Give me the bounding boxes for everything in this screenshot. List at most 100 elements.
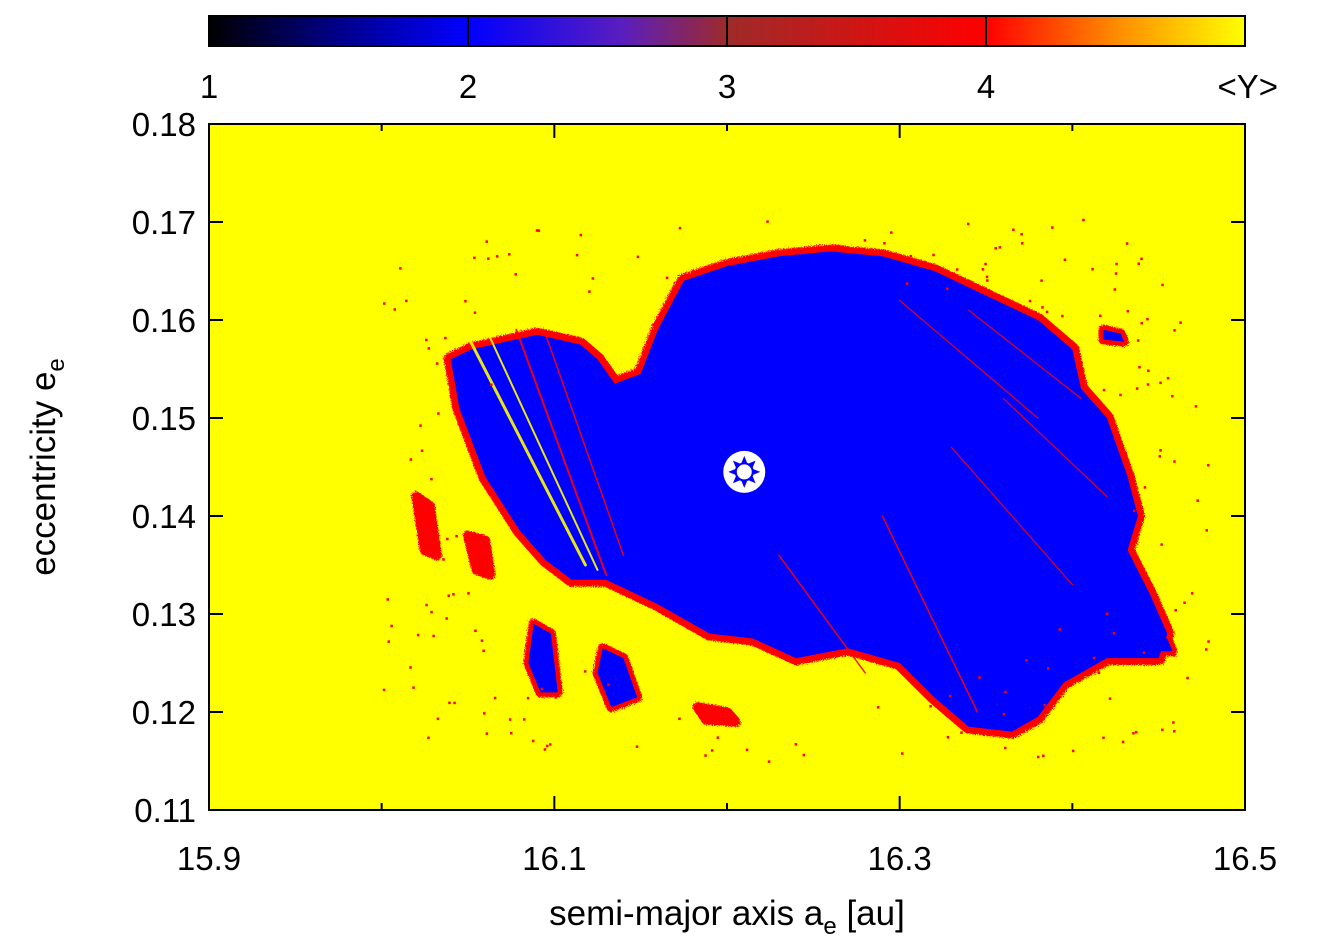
chaotic-speckle — [984, 262, 987, 266]
chaotic-speckle — [387, 640, 390, 643]
chaotic-speckle — [1205, 529, 1208, 532]
chaotic-speckle — [766, 220, 769, 223]
x-tick-label: 16.5 — [1213, 840, 1277, 877]
chaotic-speckle — [1207, 464, 1210, 467]
stability-island-core — [450, 251, 1173, 732]
chaotic-speckle — [1140, 257, 1143, 261]
chaotic-speckle — [1051, 226, 1054, 229]
chaotic-speckle — [467, 592, 470, 595]
chaotic-speckle — [1121, 740, 1125, 744]
chaotic-speckle — [549, 743, 552, 746]
chaotic-speckle — [583, 670, 587, 673]
chaotic-speckle — [946, 736, 950, 739]
chaotic-speckle — [514, 273, 517, 276]
chaotic-speckle — [1161, 728, 1164, 732]
chaotic-speckle — [1123, 660, 1126, 664]
chaotic-speckle — [1135, 730, 1138, 734]
chaotic-speckle — [1043, 703, 1046, 707]
chaotic-speckle — [767, 760, 771, 763]
marker-ray — [732, 460, 741, 469]
chaotic-speckle — [986, 279, 989, 282]
colorbar-tick-label: 4 — [977, 68, 995, 105]
chaotic-speckle — [575, 253, 579, 257]
chaotic-speckle — [409, 458, 413, 461]
y-axis-ticks: 0.11 0.12 0.13 0.14 0.15 0.16 0.17 0.18 — [132, 106, 1245, 829]
chaotic-speckle — [1114, 272, 1118, 275]
chaotic-speckle — [1004, 746, 1007, 750]
chaotic-speckle — [531, 739, 535, 743]
chaotic-speckle — [1142, 651, 1146, 654]
island-core-main — [450, 251, 1168, 732]
x-tick-label: 15.9 — [177, 840, 241, 877]
chaotic-speckle — [427, 736, 430, 740]
chaotic-speckle — [1071, 749, 1075, 753]
chaotic-speckle — [430, 610, 433, 614]
chaotic-speckle — [909, 254, 913, 258]
y-axis-label-main: eccentricity e — [24, 372, 63, 576]
chaotic-speckle — [419, 424, 422, 427]
y-tick-label: 0.15 — [132, 400, 196, 437]
chaotic-speckle — [607, 683, 610, 687]
x-axis-label-unit: [au] — [837, 894, 905, 933]
chaotic-speckle — [508, 253, 511, 256]
chaotic-speckle — [447, 594, 450, 597]
chaotic-speckle — [802, 753, 806, 757]
chaotic-speckle — [1194, 405, 1198, 408]
chaotic-speckle — [1146, 317, 1149, 321]
chaotic-speckle — [1173, 730, 1176, 733]
colorbar-quantity-label: <Y> — [1217, 68, 1278, 105]
chaotic-speckle — [412, 686, 415, 689]
chaotic-speckle — [442, 558, 445, 561]
chaotic-speckle — [1097, 671, 1101, 675]
chaotic-speckle — [490, 383, 493, 386]
chaotic-speckles — [382, 218, 1210, 763]
chaotic-speckle — [546, 744, 549, 748]
chaotic-speckle — [901, 752, 904, 755]
chaotic-speckle — [1042, 754, 1045, 758]
chaotic-speckle — [474, 629, 477, 632]
resonance-filament — [515, 328, 608, 576]
chaotic-speckle — [704, 754, 707, 757]
resonance-filament — [1002, 397, 1108, 497]
x-axis-ticks: 15.9 16.1 16.3 16.5 — [177, 124, 1277, 877]
chaotic-speckle — [929, 705, 932, 708]
stability-islands — [382, 218, 1210, 763]
colorbar-ticks: 1 2 3 4 — [200, 16, 995, 105]
chaotic-speckle — [383, 302, 386, 305]
chaotic-speckle — [495, 255, 499, 258]
chaotic-speckle — [1138, 365, 1141, 369]
chaotic-speckle — [446, 537, 449, 541]
axes: 15.9 16.1 16.3 16.5 0.110.120.130.140.150.1… — [24, 106, 1277, 940]
chaotic-speckle — [678, 226, 682, 230]
chaotic-speckle — [485, 732, 489, 735]
y-axis-label: eccentricity ee — [24, 358, 70, 576]
chaotic-speckle — [1174, 609, 1177, 612]
chaotic-speckle — [1132, 732, 1135, 735]
chaotic-speckle — [457, 412, 460, 416]
chaotic-speckle — [1166, 376, 1170, 380]
chaotic-speckle — [890, 231, 893, 234]
chaotic-speckle — [1190, 592, 1194, 595]
chaotic-speckle — [1140, 321, 1143, 325]
chaotic-speckle — [1207, 640, 1210, 643]
colorbar-tick-label: 2 — [459, 68, 477, 105]
chaotic-speckle — [1091, 267, 1094, 271]
chaotic-speckle — [432, 634, 435, 638]
chaotic-speckle — [523, 718, 526, 721]
chaotic-speckle — [1136, 339, 1140, 342]
chaotic-speckle — [525, 644, 528, 648]
chaotic-speckle — [1159, 449, 1162, 452]
chaotic-speckle — [1135, 387, 1139, 390]
chaotic-speckle — [445, 617, 448, 620]
chaotic-speckle — [1063, 258, 1067, 262]
resonance-filament — [778, 554, 866, 674]
chaotic-speckle — [482, 649, 485, 653]
chaotic-speckle — [473, 256, 476, 260]
chaotic-speckle — [715, 262, 718, 266]
resonance-filament — [968, 309, 1082, 399]
chaotic-speckle — [883, 242, 886, 245]
y-tick-label: 0.17 — [132, 204, 196, 241]
marker-ray — [748, 460, 756, 469]
chaotic-speckle — [967, 222, 970, 226]
chaotic-speckle — [948, 694, 952, 698]
